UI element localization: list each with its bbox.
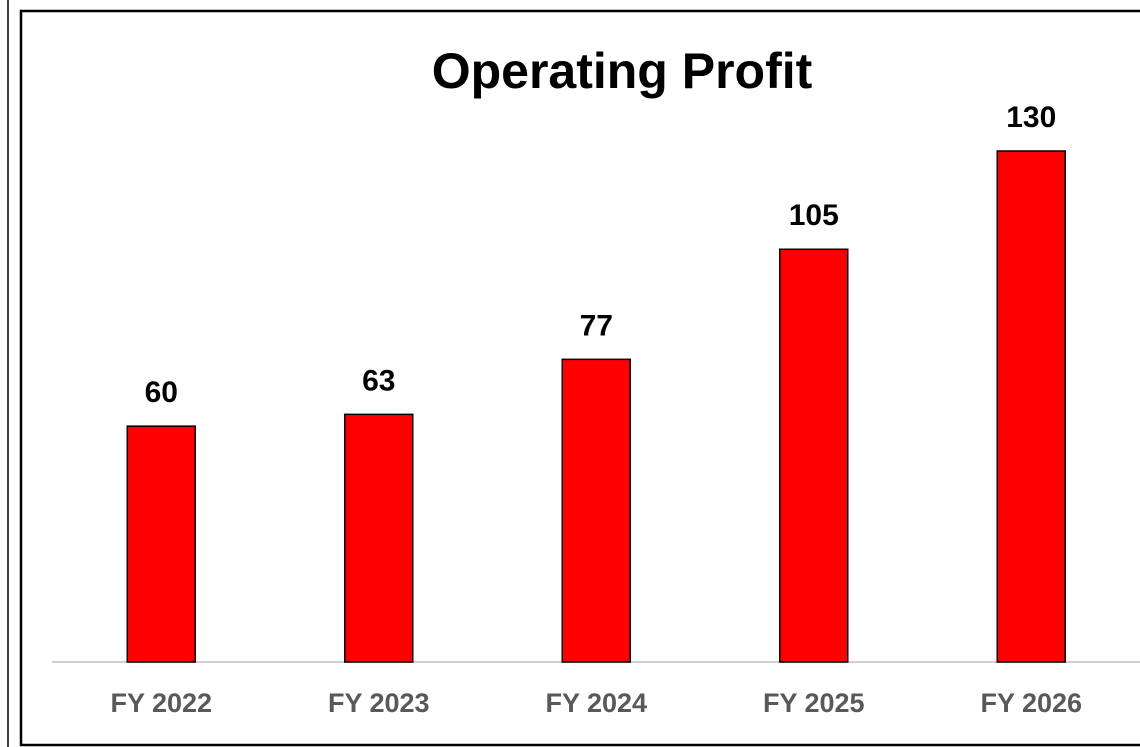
data-label: 105 bbox=[789, 199, 839, 232]
x-tick-label: FY 2026 bbox=[980, 688, 1082, 718]
data-label: 60 bbox=[145, 376, 178, 409]
x-tick-label: FY 2022 bbox=[110, 688, 212, 718]
chart-title: Operating Profit bbox=[432, 43, 813, 99]
x-tick-label: FY 2025 bbox=[763, 688, 865, 718]
data-label: 77 bbox=[580, 309, 613, 342]
data-label: 130 bbox=[1006, 101, 1056, 134]
bar bbox=[996, 150, 1066, 663]
bar bbox=[561, 358, 631, 663]
data-label: 63 bbox=[362, 364, 395, 397]
bar bbox=[126, 425, 196, 663]
x-tick-label: FY 2023 bbox=[328, 688, 430, 718]
x-tick-label: FY 2024 bbox=[545, 688, 647, 718]
bar bbox=[344, 413, 414, 663]
bar bbox=[779, 248, 849, 663]
